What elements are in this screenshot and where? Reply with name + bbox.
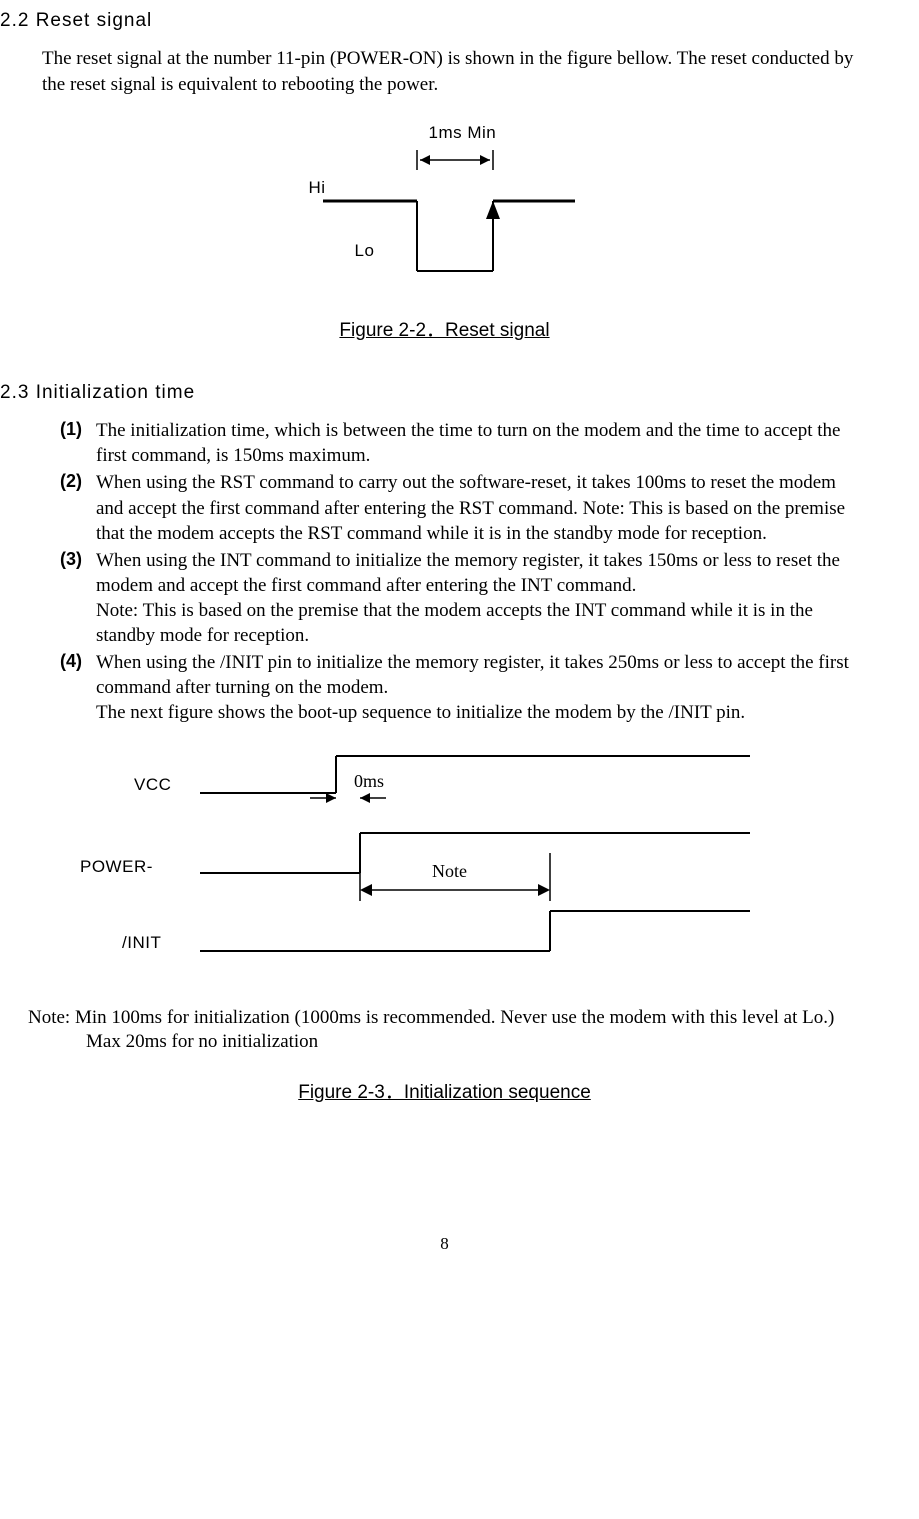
list-number-1: (1) [60,418,96,468]
note-block: Note: Min 100ms for initialization (1000… [28,1005,869,1031]
list-item: (3) When using the INT command to initia… [60,548,863,648]
page-number: 8 [0,1234,889,1254]
list-body-1: The initialization time, which is betwee… [96,418,863,468]
initialization-diagram: VCC POWER- /INIT 0ms Note [80,753,800,983]
list-number-4: (4) [60,650,96,725]
init-sequence-svg [80,753,800,983]
init-time-list: (1) The initialization time, which is be… [60,418,863,725]
section-22-paragraph: The reset signal at the number 11-pin (P… [42,46,859,97]
list-number-3: (3) [60,548,96,648]
list-body-3: When using the INT command to initialize… [96,548,863,648]
figure-23-caption: Figure 2-3．Initialization sequence [0,1077,889,1104]
list-number-2: (2) [60,470,96,545]
note-line2: Max 20ms for no initialization [86,1031,889,1053]
reset-signal-diagram: 1ms Min Hi Lo [305,123,585,303]
figure-23-caption-wrap: Figure 2-3．Initialization sequence [0,1077,889,1104]
list-body-4: When using the /INIT pin to initialize t… [96,650,863,725]
section-heading-23: 2.3 Initialization time [0,382,889,404]
reset-signal-svg [305,123,585,293]
list-item: (1) The initialization time, which is be… [60,418,863,468]
list-body-2: When using the RST command to carry out … [96,470,863,545]
section-heading-22: 2.2 Reset signal [0,10,889,32]
figure-22-wrap: 1ms Min Hi Lo Figure 2-2．Reset signal [0,123,889,342]
note-line1: Min 100ms for initialization (1000ms is … [75,1007,834,1028]
list-item: (4) When using the /INIT pin to initiali… [60,650,863,725]
note-prefix: Note: [28,1007,75,1028]
list-item: (2) When using the RST command to carry … [60,470,863,545]
figure-22-caption: Figure 2-2．Reset signal [0,315,889,342]
